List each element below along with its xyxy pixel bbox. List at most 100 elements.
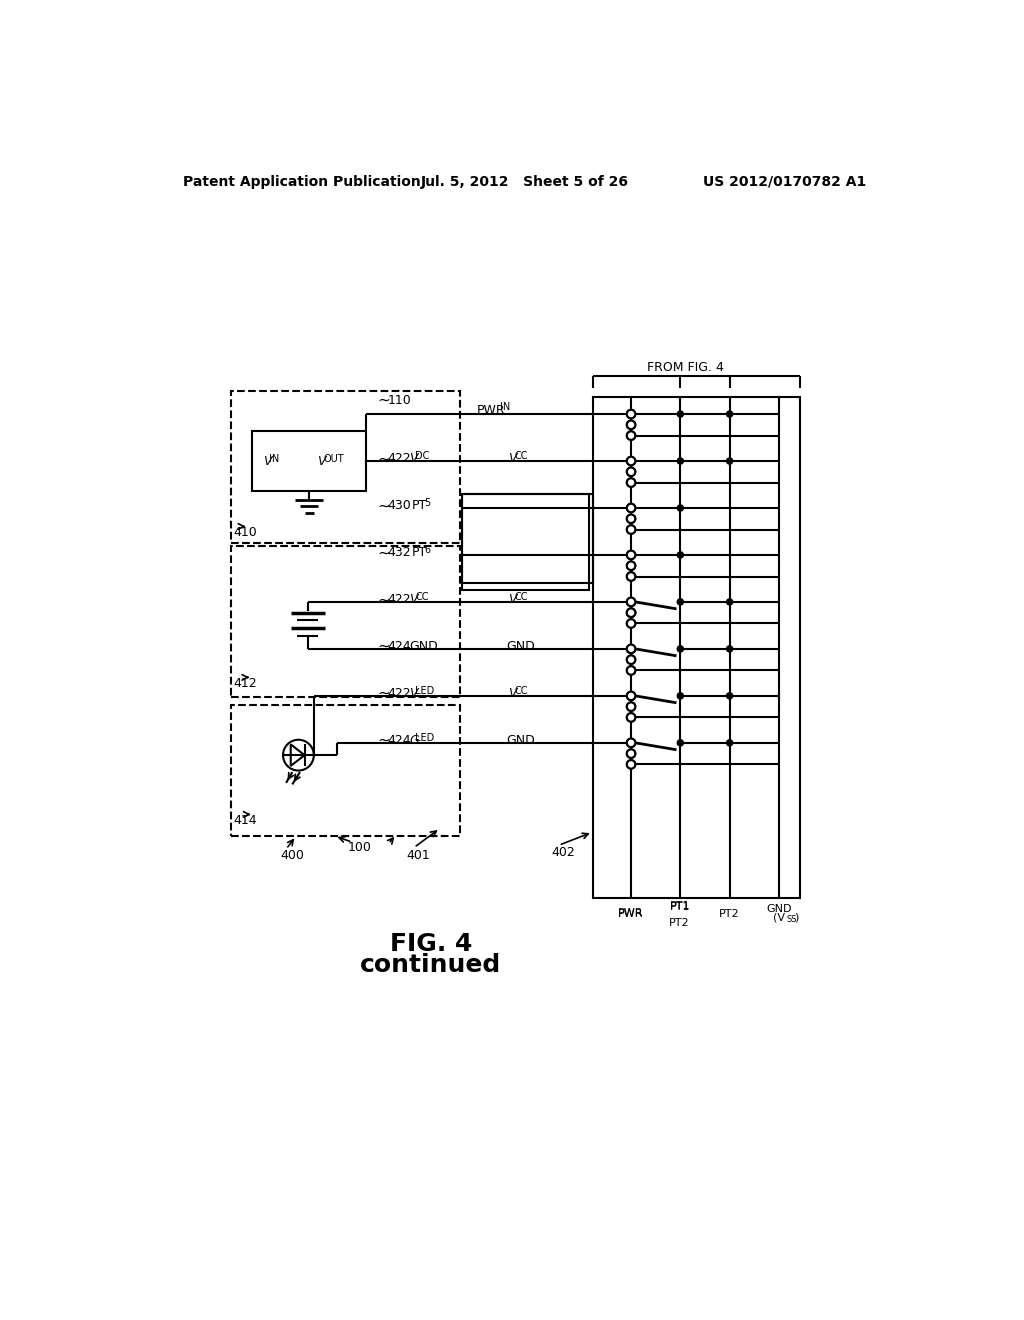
Circle shape (627, 692, 635, 700)
Circle shape (627, 739, 635, 747)
Text: LED: LED (416, 733, 435, 743)
Text: PT1: PT1 (670, 902, 690, 911)
Text: GND: GND (506, 640, 536, 653)
Circle shape (627, 478, 635, 487)
Circle shape (627, 619, 635, 628)
Text: ~: ~ (377, 686, 390, 701)
Text: ~: ~ (377, 593, 390, 607)
Circle shape (627, 457, 635, 465)
Bar (462, 494, 589, 590)
Text: DC: DC (416, 451, 430, 461)
Circle shape (677, 693, 683, 700)
Text: 432: 432 (388, 546, 412, 560)
Circle shape (627, 432, 635, 440)
Circle shape (627, 573, 635, 581)
Text: CC: CC (514, 451, 527, 461)
Text: 414: 414 (233, 814, 257, 828)
Circle shape (677, 599, 683, 605)
Text: PT2: PT2 (669, 917, 689, 928)
Text: 5: 5 (424, 498, 430, 508)
Circle shape (627, 713, 635, 722)
Circle shape (727, 693, 733, 700)
Text: V: V (410, 593, 418, 606)
Text: PWR: PWR (618, 909, 644, 919)
Circle shape (627, 409, 635, 418)
Circle shape (677, 411, 683, 417)
Circle shape (627, 504, 635, 512)
Text: Patent Application Publication: Patent Application Publication (183, 174, 421, 189)
Circle shape (627, 609, 635, 616)
Text: 400: 400 (281, 849, 304, 862)
Text: V: V (263, 454, 271, 467)
Circle shape (627, 550, 635, 560)
Circle shape (627, 515, 635, 523)
Text: ~: ~ (377, 733, 390, 748)
Text: 402: 402 (551, 846, 574, 859)
Circle shape (727, 599, 733, 605)
Text: Jul. 5, 2012   Sheet 5 of 26: Jul. 5, 2012 Sheet 5 of 26 (421, 174, 629, 189)
Circle shape (627, 619, 635, 628)
Circle shape (627, 702, 635, 711)
Text: 422: 422 (388, 453, 412, 465)
Circle shape (627, 644, 635, 653)
Circle shape (627, 409, 635, 418)
Text: 6: 6 (424, 545, 430, 554)
Text: PT: PT (412, 499, 427, 512)
Text: OUT: OUT (323, 454, 344, 465)
Text: V: V (410, 453, 418, 465)
Text: PWR: PWR (477, 404, 506, 417)
Circle shape (627, 609, 635, 616)
Circle shape (677, 504, 683, 511)
Text: FROM FIG. 4: FROM FIG. 4 (646, 362, 723, 375)
Text: IN: IN (269, 454, 280, 465)
Text: V: V (508, 593, 516, 606)
Circle shape (627, 750, 635, 758)
Circle shape (627, 467, 635, 477)
Circle shape (627, 713, 635, 722)
Text: CC: CC (514, 591, 527, 602)
Text: V: V (410, 686, 418, 700)
Text: PT: PT (412, 546, 427, 560)
Circle shape (627, 515, 635, 523)
Text: FIG. 4: FIG. 4 (390, 932, 472, 956)
Circle shape (627, 656, 635, 664)
Text: 410: 410 (233, 527, 257, 539)
Circle shape (627, 478, 635, 487)
Circle shape (627, 598, 635, 606)
Text: ): ) (795, 913, 799, 923)
Bar (230, 391, 460, 544)
Text: (V: (V (773, 913, 785, 923)
Text: LED: LED (416, 686, 435, 696)
Text: V: V (316, 454, 326, 467)
Text: ~: ~ (377, 498, 390, 513)
Text: V: V (508, 453, 516, 465)
Text: ~: ~ (377, 545, 390, 560)
Text: 424: 424 (388, 734, 412, 747)
Text: GND: GND (410, 640, 438, 653)
Circle shape (627, 760, 635, 768)
Text: PWR: PWR (618, 908, 644, 919)
Text: 422: 422 (388, 686, 412, 700)
Text: ~: ~ (377, 451, 390, 466)
Circle shape (627, 525, 635, 533)
Bar (230, 546, 460, 697)
Circle shape (727, 411, 733, 417)
Bar (593, 397, 801, 898)
Text: 412: 412 (233, 677, 257, 690)
Circle shape (677, 552, 683, 558)
Circle shape (627, 561, 635, 570)
Bar (252, 432, 367, 491)
Circle shape (627, 525, 635, 533)
Circle shape (627, 504, 635, 512)
Text: SS: SS (786, 915, 797, 924)
Circle shape (627, 598, 635, 606)
Text: 424: 424 (388, 640, 412, 653)
Circle shape (627, 667, 635, 675)
Circle shape (627, 457, 635, 465)
Text: 401: 401 (407, 849, 430, 862)
Circle shape (727, 645, 733, 652)
Circle shape (627, 656, 635, 664)
Text: 110: 110 (388, 393, 412, 407)
Circle shape (677, 645, 683, 652)
Circle shape (627, 573, 635, 581)
